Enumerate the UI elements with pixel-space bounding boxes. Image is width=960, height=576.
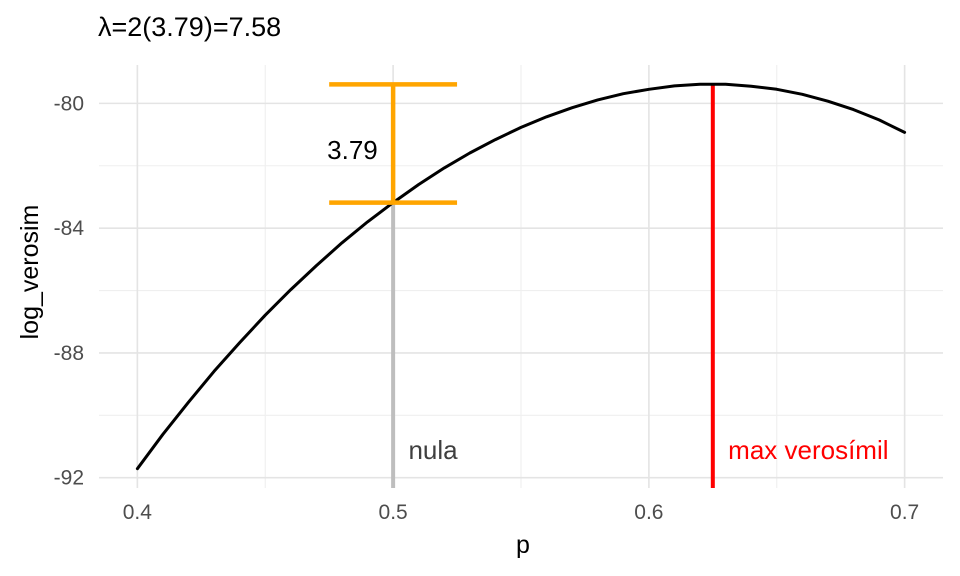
chart-title: λ=2(3.79)=7.58 [98, 12, 281, 42]
difference-value-label: 3.79 [327, 135, 378, 165]
y-axis-tick-labels: -80 -84 -88 -92 [54, 92, 85, 489]
y-tick-label: -84 [54, 217, 85, 240]
x-axis-title: p [516, 531, 530, 559]
gridlines-minor [99, 65, 943, 488]
reference-vlines [391, 84, 715, 488]
loglik-difference-errorbar [329, 82, 458, 205]
log-likelihood-curve [135, 82, 907, 471]
difference-errorbar [329, 82, 458, 205]
y-axis-title: log_verosim [16, 205, 44, 340]
log-likelihood-curve [135, 82, 907, 471]
x-tick-label: 0.6 [634, 501, 663, 524]
max-verosimil-line-label: max verosímil [728, 435, 888, 465]
gridlines-major [99, 65, 943, 488]
x-tick-label: 0.4 [123, 501, 153, 524]
x-tick-label: 0.7 [890, 501, 919, 524]
y-tick-label: -80 [54, 92, 84, 115]
x-tick-label: 0.5 [379, 501, 408, 524]
y-tick-label: -92 [54, 467, 84, 490]
nula-line-label: nula [408, 435, 458, 465]
annotation-labels: nula max verosímil 3.79 [327, 135, 888, 465]
x-axis-tick-labels: 0.4 0.5 0.6 0.7 [123, 501, 919, 524]
y-tick-label: -88 [54, 342, 84, 365]
